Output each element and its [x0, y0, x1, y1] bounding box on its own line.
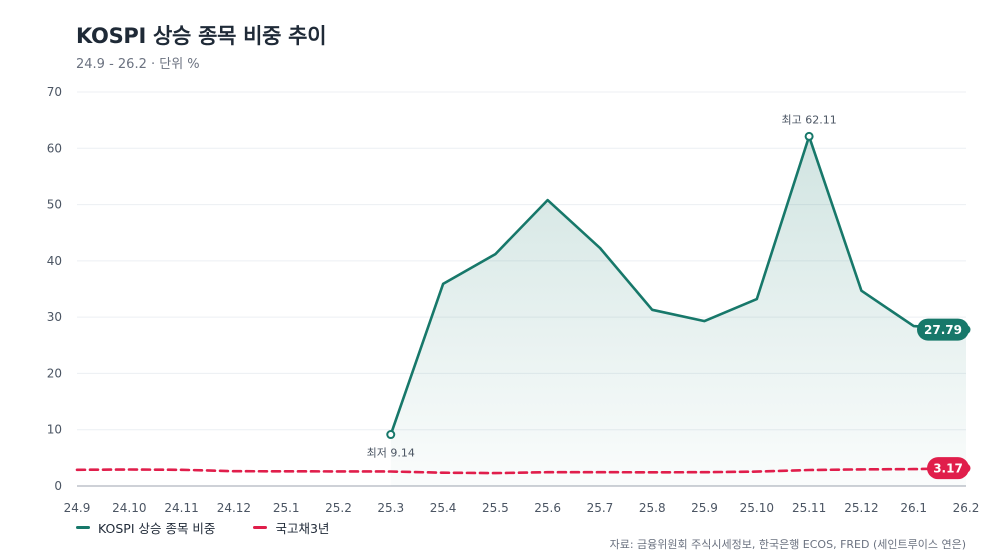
x-tick-label: 25.12 [844, 501, 878, 515]
x-tick-label: 25.11 [792, 501, 826, 515]
x-tick-label: 25.7 [587, 501, 614, 515]
y-tick-label: 60 [47, 141, 62, 155]
y-tick-label: 50 [47, 198, 62, 212]
axes: 0 10 20 30 40 50 60 70 24.9 24.10 24.11 24.12 25.1 25… [47, 85, 980, 515]
series-line-1 [75, 466, 968, 475]
chart-subtitle: 24.9 - 26.2 · 단위 % [76, 57, 200, 72]
end-badge-0 [917, 318, 969, 341]
legend-swatch-bond [253, 526, 268, 529]
x-tick-label: 25.4 [430, 501, 457, 515]
y-tick-label: 30 [47, 310, 62, 324]
x-tick-label: 24.9 [64, 501, 91, 515]
y-tick-label: 70 [47, 85, 62, 99]
legend: KOSPI 상승 종목 비중 국고채3년 [76, 518, 329, 537]
x-tick-label: 26.2 [953, 501, 980, 515]
end-badge-label-1: 3.17 [933, 462, 963, 476]
annotation-label-0: 최저 9.14 [367, 447, 415, 460]
x-tick-label: 25.8 [639, 501, 666, 515]
y-tick-label: 40 [47, 254, 62, 268]
x-tick-label: 25.1 [273, 501, 300, 515]
x-tick-label: 24.12 [217, 501, 251, 515]
x-tick-label: 25.5 [482, 501, 509, 515]
x-tick-label: 25.6 [534, 501, 561, 515]
series-line-0 [389, 135, 968, 436]
x-tick-label: 25.2 [325, 501, 352, 515]
source-note: 자료: 금융위원회 주식시세정보, 한국은행 ECOS, FRED (세인트루이… [609, 538, 966, 551]
y-tick-label: 0 [54, 479, 62, 493]
annotation-marker-1 [804, 131, 814, 141]
end-badge-label-0: 27.79 [924, 323, 962, 337]
legend-swatch-kospi [76, 526, 90, 529]
legend-label-kospi: KOSPI 상승 종목 비중 [98, 521, 216, 536]
end-badge-1 [927, 457, 969, 480]
legend-item-kospi: KOSPI 상승 종목 비중 [76, 518, 215, 537]
x-tick-label: 26.1 [900, 501, 927, 515]
annotation-label-1: 최고 62.11 [782, 113, 837, 126]
chart-title: KOSPI 상승 종목 비중 추이 [76, 24, 327, 48]
area-fill [390, 136, 966, 486]
x-tick-label: 24.10 [112, 501, 146, 515]
y-tick-label: 10 [47, 423, 62, 437]
x-tick-label: 24.11 [164, 501, 198, 515]
annotation-marker-0 [386, 430, 396, 440]
legend-item-bond: 국고채3년 [253, 518, 329, 537]
x-tick-label: 25.10 [740, 501, 774, 515]
x-tick-label: 25.3 [377, 501, 404, 515]
y-tick-label: 20 [47, 366, 62, 380]
x-tick-label: 25.9 [691, 501, 718, 515]
series-area-0 [390, 136, 966, 486]
series-lines [75, 135, 968, 475]
legend-label-bond: 국고채3년 [275, 521, 330, 536]
markers: 27.79 3.17 최저 9.14 최고 62.11 [367, 113, 971, 480]
